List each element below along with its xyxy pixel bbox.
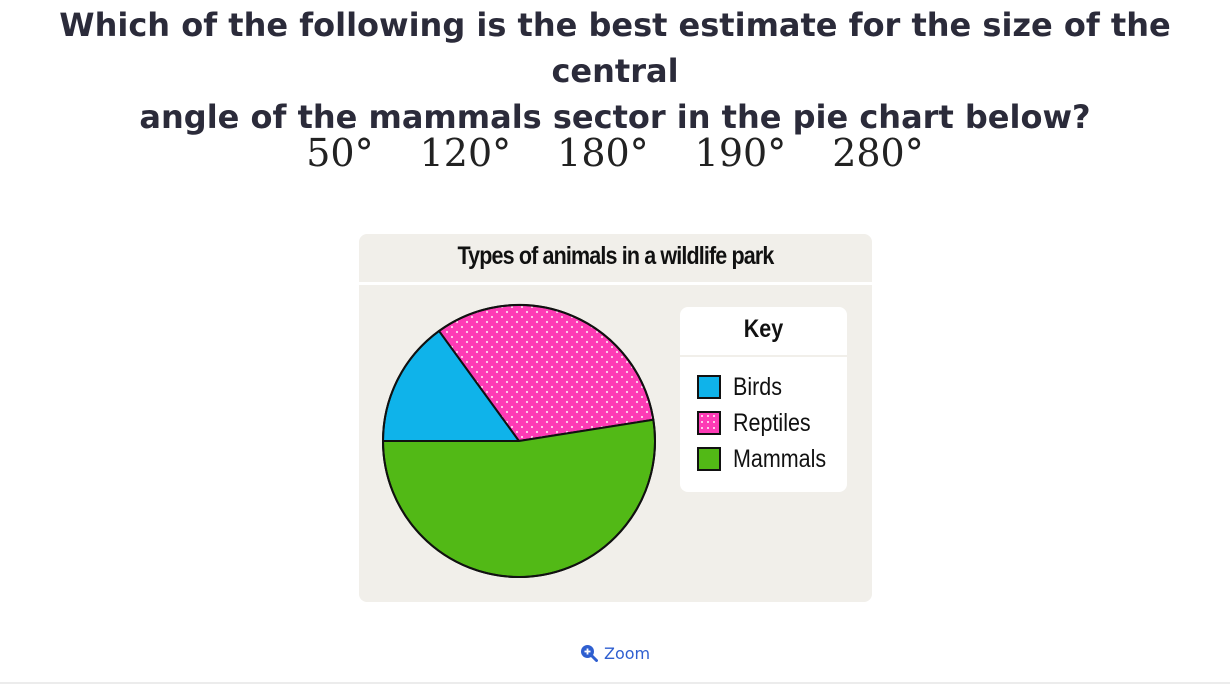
legend: Key Birds Reptiles Mammals [680, 307, 847, 492]
zoom-button[interactable]: Zoom [580, 643, 650, 665]
option-180[interactable]: 180° [557, 131, 649, 175]
chart-title: Types of animals in a wildlife park [457, 242, 775, 270]
question-line-2: angle of the mammals sector in the pie c… [139, 98, 1091, 136]
legend-swatch-mammals [697, 447, 721, 471]
legend-swatch-birds [697, 375, 721, 399]
legend-item-mammals: Mammals [697, 444, 847, 474]
question-text: Which of the following is the best estim… [0, 2, 1230, 140]
pie-chart [382, 304, 656, 578]
bottom-divider [0, 682, 1230, 684]
zoom-label: Zoom [604, 644, 651, 663]
chart-card: Types of animals in a wildlife park Key … [359, 234, 872, 602]
legend-label-reptiles: Reptiles [733, 409, 811, 437]
legend-label-mammals: Mammals [733, 445, 827, 473]
chart-title-bar [359, 234, 872, 285]
option-190[interactable]: 190° [694, 131, 787, 175]
legend-item-birds: Birds [697, 372, 847, 402]
option-50[interactable]: 50° [306, 131, 374, 175]
legend-item-reptiles: Reptiles [697, 408, 847, 438]
option-280[interactable]: 280° [832, 131, 924, 175]
pie-slice-mammals [382, 418, 656, 578]
legend-swatch-reptiles [697, 411, 721, 435]
answer-options: 50° 120° 180° 190° 280° [0, 128, 1230, 178]
option-120[interactable]: 120° [419, 131, 512, 175]
legend-divider [680, 355, 847, 357]
question-line-1: Which of the following is the best estim… [59, 6, 1171, 90]
pie-outline [382, 304, 656, 578]
legend-title: Key [743, 315, 784, 343]
legend-label-birds: Birds [733, 373, 782, 401]
zoom-in-icon [581, 645, 598, 662]
